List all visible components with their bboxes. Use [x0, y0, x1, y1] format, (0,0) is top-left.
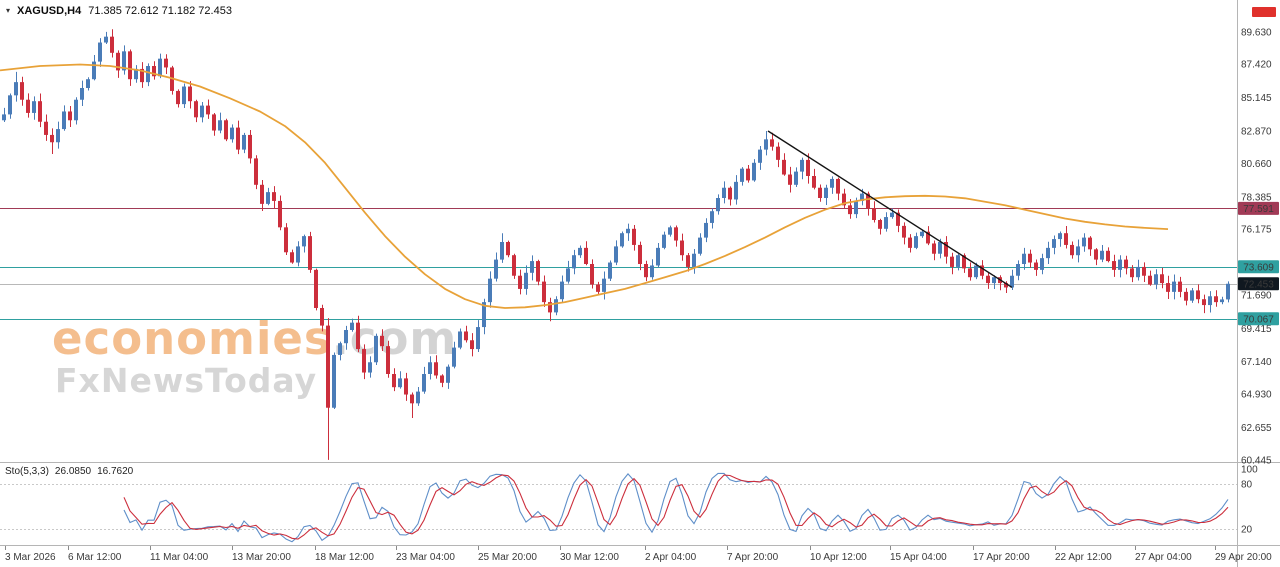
svg-text:62.655: 62.655	[1241, 423, 1272, 434]
stochastic-signal-value: 16.7620	[97, 466, 134, 477]
svg-text:87.420: 87.420	[1241, 60, 1272, 71]
svg-text:2 Apr 04:00: 2 Apr 04:00	[645, 552, 697, 563]
svg-text:82.870: 82.870	[1241, 126, 1272, 137]
support-price-badge: 73.609	[1238, 260, 1279, 274]
symbol-title-bar: ▾ XAGUSD,H4 71.385 72.612 71.182 72.453	[6, 5, 232, 17]
svg-text:64.930: 64.930	[1241, 390, 1272, 401]
svg-text:23 Mar 04:00: 23 Mar 04:00	[396, 552, 455, 563]
current-price-badge: 72.453	[1238, 277, 1279, 291]
ohlc-values: 71.385 72.612 71.182 72.453	[88, 5, 232, 17]
watermark-economies: economies.com	[52, 312, 458, 365]
svg-text:15 Apr 04:00: 15 Apr 04:00	[890, 552, 947, 563]
scroll-position-marker	[1252, 7, 1276, 17]
svg-text:17 Apr 20:00: 17 Apr 20:00	[973, 552, 1030, 563]
level-lines	[0, 208, 1237, 320]
svg-text:22 Apr 12:00: 22 Apr 12:00	[1055, 552, 1112, 563]
svg-text:60.445: 60.445	[1241, 455, 1272, 466]
svg-text:7 Apr 20:00: 7 Apr 20:00	[727, 552, 779, 563]
resistance-price-badge: 77.591	[1238, 201, 1279, 215]
candles-layer	[2, 29, 1230, 460]
moving-average-line	[0, 63, 1169, 309]
svg-text:76.175: 76.175	[1241, 225, 1272, 236]
svg-text:11 Mar 04:00: 11 Mar 04:00	[150, 552, 209, 563]
svg-text:78.385: 78.385	[1241, 192, 1272, 203]
svg-text:85.145: 85.145	[1241, 93, 1272, 104]
svg-text:20: 20	[1241, 525, 1253, 536]
svg-text:30 Mar 12:00: 30 Mar 12:00	[560, 552, 619, 563]
stochastic-main-value: 26.0850	[54, 466, 92, 477]
svg-text:67.140: 67.140	[1241, 357, 1272, 368]
stochastic-lines	[123, 472, 1229, 543]
price-scale-labels: 89.630 87.420 85.145 82.870 80.660 78.385 76.1…	[1241, 27, 1272, 466]
stochastic-name: Sto(5,3,3)	[5, 466, 49, 477]
time-axis: 3 Mar 2026 6 Mar 12:00 11 Mar 04:00 13 Mar …	[5, 546, 1272, 563]
svg-text:89.630: 89.630	[1241, 27, 1272, 38]
svg-text:73.609: 73.609	[1243, 262, 1274, 273]
svg-text:13 Mar 20:00: 13 Mar 20:00	[232, 552, 291, 563]
svg-text:70.067: 70.067	[1243, 314, 1274, 325]
svg-text:29 Apr 20:00: 29 Apr 20:00	[1215, 552, 1272, 563]
price-badges: 77.591 73.609 72.453 70.067	[1238, 201, 1279, 326]
symbol-label: XAGUSD,H4	[17, 5, 82, 17]
svg-text:18 Mar 12:00: 18 Mar 12:00	[315, 552, 374, 563]
svg-text:6 Mar 12:00: 6 Mar 12:00	[68, 552, 122, 563]
svg-text:25 Mar 20:00: 25 Mar 20:00	[478, 552, 537, 563]
svg-text:72.453: 72.453	[1243, 279, 1274, 290]
stochastic-label: Sto(5,3,3) 26.0850 16.7620	[5, 466, 133, 477]
svg-text:71.690: 71.690	[1241, 290, 1272, 301]
trendline	[767, 130, 1013, 289]
stoch-scale-labels: 100 80 20	[1241, 465, 1258, 536]
svg-text:100: 100	[1241, 465, 1258, 476]
svg-text:69.415: 69.415	[1241, 324, 1272, 335]
svg-text:10 Apr 12:00: 10 Apr 12:00	[810, 552, 867, 563]
svg-text:80.660: 80.660	[1241, 159, 1272, 170]
svg-text:3 Mar 2026: 3 Mar 2026	[5, 552, 56, 563]
support-price-badge: 70.067	[1238, 312, 1279, 326]
chart-marker-icon: ▾	[6, 6, 11, 15]
svg-text:27 Apr 04:00: 27 Apr 04:00	[1135, 552, 1192, 563]
svg-text:80: 80	[1241, 480, 1253, 491]
watermark-fxnewstoday: FxNewsToday	[55, 361, 318, 400]
svg-text:77.591: 77.591	[1243, 204, 1274, 215]
